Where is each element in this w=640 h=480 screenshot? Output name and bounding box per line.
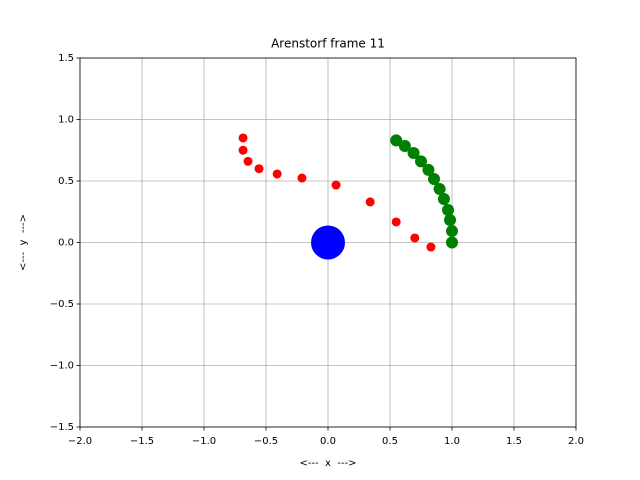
point [410, 233, 420, 243]
point [442, 204, 455, 217]
point [428, 173, 441, 186]
chart-title: Arenstorf frame 11 [271, 37, 385, 51]
x-tick-label: 0.5 [382, 436, 398, 447]
x-axis-label: <--- x ---> [299, 458, 356, 469]
x-tick-label: −1.0 [192, 436, 216, 447]
x-tick-label: 1.0 [444, 436, 460, 447]
y-tick-label: 0.0 [58, 238, 74, 249]
y-tick-label: 1.5 [58, 53, 74, 64]
point [243, 156, 253, 166]
y-tick-label: −0.5 [50, 299, 74, 310]
y-tick-label: −1.5 [50, 422, 74, 433]
point [446, 225, 458, 238]
x-tick-label: −0.5 [254, 436, 278, 447]
point [398, 139, 411, 152]
x-tick-label: 1.5 [506, 436, 522, 447]
point [365, 197, 375, 207]
point [238, 145, 248, 155]
point [426, 242, 436, 252]
x-tick-label: −2.0 [68, 436, 92, 447]
x-tick-label: 0.0 [320, 436, 336, 447]
point [433, 182, 446, 195]
point [407, 146, 420, 159]
y-axis-label: <--- y ---> [18, 214, 29, 271]
x-tick-label: −1.5 [130, 436, 154, 447]
point [390, 134, 403, 147]
point [422, 163, 435, 176]
point [297, 173, 307, 183]
y-tick-label: −1.0 [50, 361, 74, 372]
point [311, 225, 345, 260]
point [446, 236, 458, 249]
y-tick-label: 1.0 [58, 115, 74, 126]
y-tick-label: 0.5 [58, 176, 74, 187]
point [437, 192, 450, 205]
x-tick-label: 2.0 [568, 436, 584, 447]
point [415, 155, 427, 168]
point [331, 180, 341, 190]
point [254, 164, 264, 174]
point [444, 213, 457, 226]
point [272, 169, 282, 179]
point [391, 217, 401, 227]
point [238, 133, 248, 143]
plot-frame [79, 57, 577, 428]
